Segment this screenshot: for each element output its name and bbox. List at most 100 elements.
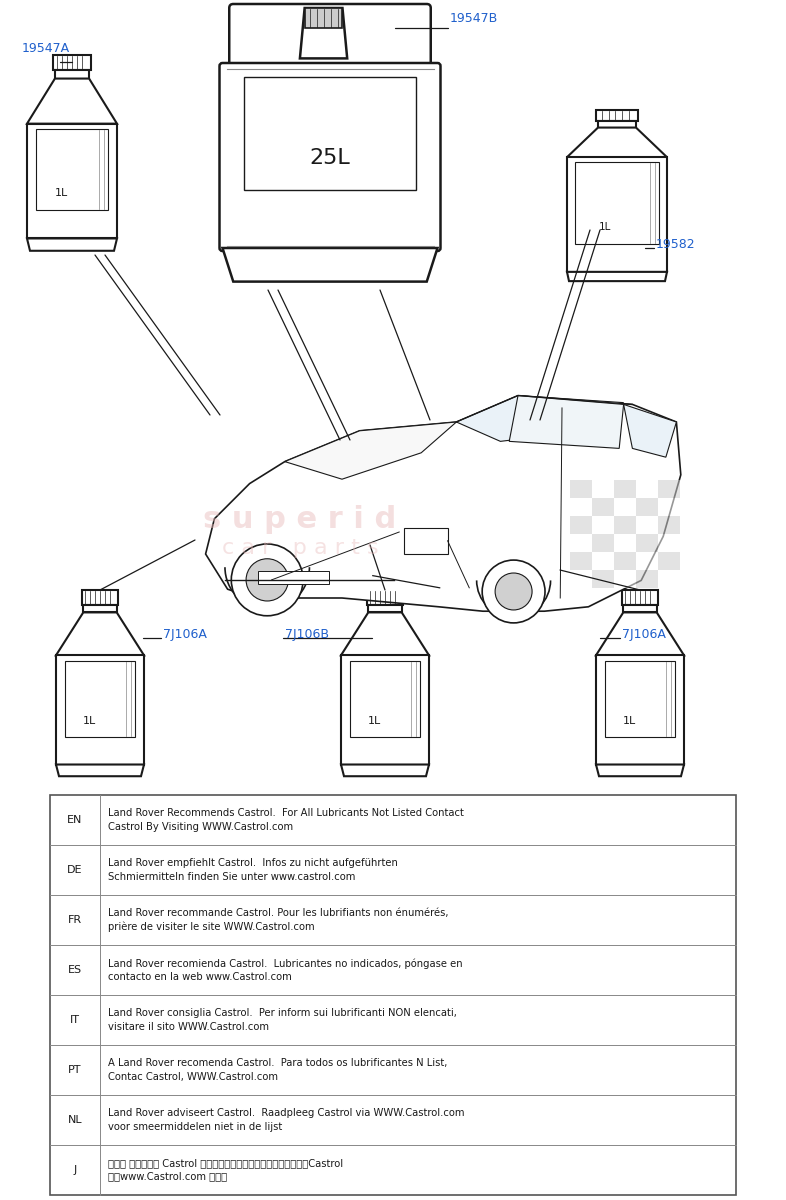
Bar [53,55,91,71]
Bar [636,498,658,516]
Bar [658,534,680,552]
Text: A Land Rover recomenda Castrol.  Para todos os lubrificantes N List,
Contac Cast: A Land Rover recomenda Castrol. Para tod… [108,1058,447,1081]
Bar [604,661,675,737]
Polygon shape [341,764,429,776]
Bar [55,71,89,78]
Bar [614,552,636,570]
Bar [658,498,680,516]
Text: 1L: 1L [599,222,612,232]
Circle shape [246,559,288,601]
Text: Land Rover consiglia Castrol.  Per inform sui lubrificanti NON elencati,
visitar: Land Rover consiglia Castrol. Per inform… [108,1008,457,1032]
Text: c a r   p a r t s: c a r p a r t s [222,538,378,558]
Bar [636,570,658,588]
Bar [259,571,329,583]
Polygon shape [567,272,667,281]
Polygon shape [623,404,677,457]
Bar [614,570,636,588]
Bar [244,77,416,190]
Text: NL: NL [68,1115,83,1126]
Bar [570,534,592,552]
Text: IT: IT [70,1015,80,1025]
Polygon shape [27,239,117,251]
Text: s u p e r i d: s u p e r i d [204,505,397,534]
Bar [305,8,343,28]
Bar [27,124,117,239]
Text: ES: ES [68,965,82,974]
Text: 1L: 1L [368,716,381,726]
Polygon shape [457,396,623,442]
Text: 1L: 1L [54,187,68,198]
Polygon shape [27,78,117,124]
Bar [636,552,658,570]
Bar [575,162,659,245]
Polygon shape [300,8,347,59]
Bar [614,534,636,552]
Text: 1L: 1L [623,716,636,726]
Bar [636,534,658,552]
Bar [570,516,592,534]
Polygon shape [56,764,144,776]
Text: Land Rover Recommends Castrol.  For All Lubricants Not Listed Contact
Castrol By: Land Rover Recommends Castrol. For All L… [108,809,464,832]
Bar [50,794,736,1195]
Text: Land Rover empfiehlt Castrol.  Infos zu nicht aufgeführten
Schmiermitteln finden: Land Rover empfiehlt Castrol. Infos zu n… [108,858,398,882]
Bar [614,498,636,516]
Bar [636,480,658,498]
Bar [623,605,657,612]
Bar [366,590,403,605]
Bar [36,130,108,210]
Polygon shape [341,612,429,655]
Text: Land Rover recommande Castrol. Pour les lubrifiants non énumérés,
prière de visi: Land Rover recommande Castrol. Pour les … [108,908,449,932]
Bar [592,570,614,588]
Polygon shape [56,612,144,655]
Text: 1L: 1L [83,716,96,726]
Text: 7J106A: 7J106A [622,628,666,641]
Bar [341,655,429,764]
Text: DE: DE [68,865,83,875]
Bar [83,605,116,612]
Bar [658,570,680,588]
Text: Land Rover adviseert Castrol.  Raadpleeg Castrol via WWW.Castrol.com
voor smeerm: Land Rover adviseert Castrol. Raadpleeg … [108,1109,465,1132]
Text: 7J106B: 7J106B [285,628,329,641]
Bar [658,480,680,498]
Bar [658,552,680,570]
Bar [570,498,592,516]
Bar [614,516,636,534]
Text: 19547A: 19547A [22,42,70,55]
Bar [592,534,614,552]
Bar [369,605,402,612]
Text: PT: PT [68,1066,82,1075]
Text: EN: EN [68,815,83,826]
Circle shape [495,574,532,610]
Text: J: J [73,1165,76,1175]
Bar [592,516,614,534]
Bar [570,480,592,498]
Bar [82,590,119,605]
Polygon shape [222,248,438,282]
Bar [598,121,636,127]
Polygon shape [285,422,457,479]
Bar [56,655,144,764]
Text: 19582: 19582 [656,238,696,251]
Circle shape [231,544,303,616]
Bar [622,590,659,605]
Bar [570,552,592,570]
Text: Land Rover recomienda Castrol.  Lubricantes no indicados, póngase en
contacto en: Land Rover recomienda Castrol. Lubricant… [108,958,463,982]
Text: 7J106A: 7J106A [163,628,207,641]
Bar [596,110,638,121]
Polygon shape [206,396,681,611]
FancyBboxPatch shape [219,62,440,251]
Text: FR: FR [68,914,82,925]
Text: 25L: 25L [310,148,351,168]
Circle shape [482,560,545,623]
Bar [403,528,447,554]
Bar [592,480,614,498]
Bar [64,661,135,737]
Text: ランド ローバーは Castrol を推奨。リスト外の潤滑劑については、Castrol
社：www.Castrol.com まで。: ランド ローバーは Castrol を推奨。リスト外の潤滑劑については、Cast… [108,1158,343,1182]
Bar [592,552,614,570]
Polygon shape [596,612,684,655]
Bar [350,661,421,737]
Bar [596,655,684,764]
Polygon shape [567,127,667,157]
Polygon shape [596,764,684,776]
Text: 19547B: 19547B [450,12,498,25]
